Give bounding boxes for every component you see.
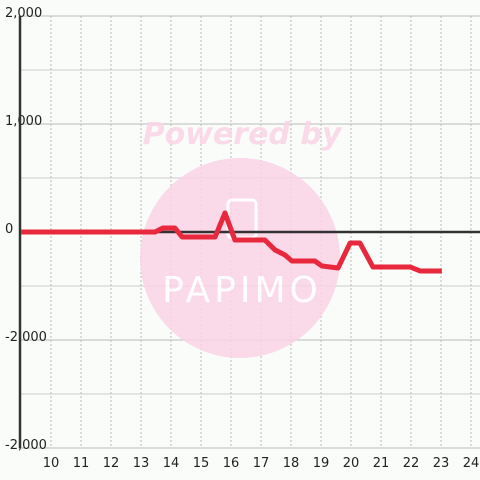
data-line — [21, 210, 442, 274]
x-tick-label: 13 — [133, 456, 150, 471]
watermark-logo: PAPIMO — [162, 270, 322, 311]
x-tick-label: 17 — [253, 456, 270, 471]
x-tick-label: 20 — [343, 456, 360, 471]
x-tick-label: 22 — [403, 456, 420, 471]
y-tick-label: 0 — [5, 222, 13, 237]
x-tick-label: 10 — [43, 456, 60, 471]
x-tick-label: 23 — [433, 456, 450, 471]
x-tick-label: 12 — [103, 456, 120, 471]
x-tick-label: 21 — [373, 456, 390, 471]
x-tick-label: 19 — [313, 456, 330, 471]
x-tick-label: 16 — [223, 456, 240, 471]
watermark-text: Powered by — [143, 117, 343, 152]
watermark-circle — [140, 158, 340, 358]
x-tick-label: 14 — [163, 456, 180, 471]
x-tick-label: 18 — [283, 456, 300, 471]
y-tick-label: 2,000 — [5, 6, 42, 21]
y-tick-label: -2,000 — [5, 330, 47, 345]
x-tick-label: 15 — [193, 456, 210, 471]
watermark: Powered by PAPIMO — [140, 117, 343, 358]
x-tick-label: 24 — [463, 456, 480, 471]
y-tick-label: -2,000 — [5, 438, 47, 453]
x-tick-label: 11 — [73, 456, 90, 471]
y-tick-label: 1,000 — [5, 114, 42, 129]
